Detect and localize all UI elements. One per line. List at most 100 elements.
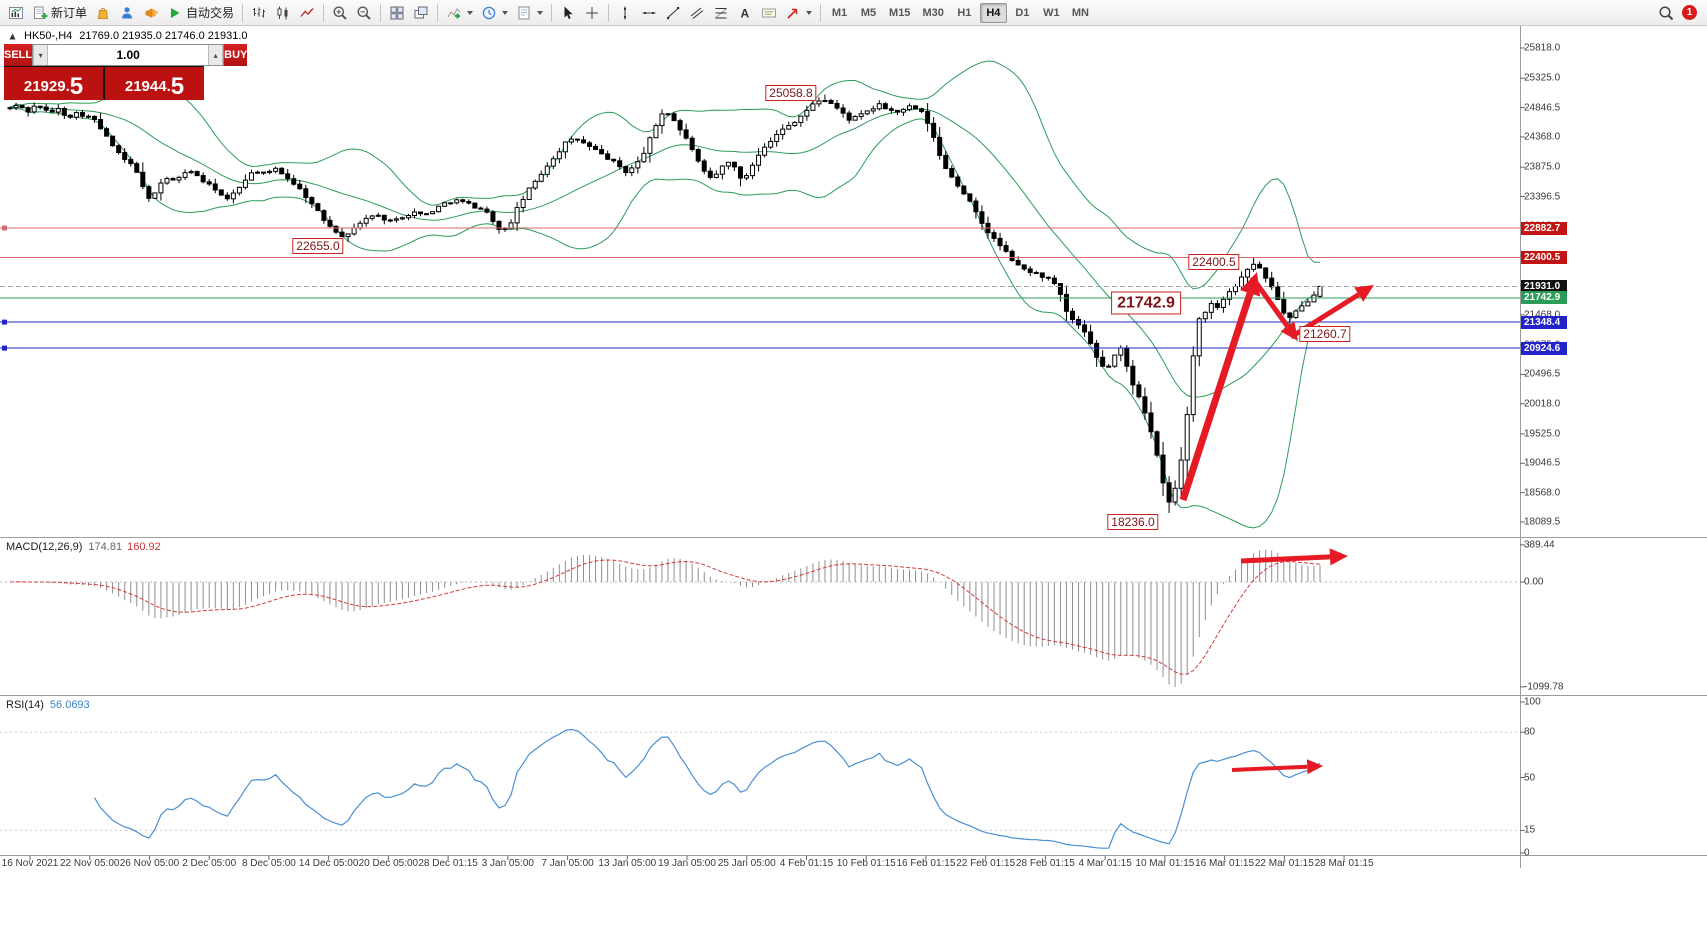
rsi-label: RSI(14) 56.0693 [6,699,90,711]
volume-decrease-button[interactable]: ▾ [33,45,49,65]
zoom-out-icon [356,5,372,21]
price-annotation[interactable]: 22655.0 [292,238,344,254]
toolbar-separator [551,3,553,22]
macd-value-main: 174.81 [88,541,123,553]
buy-price-display[interactable]: 21944. 5 [105,67,204,100]
indicators-button[interactable] [442,2,477,24]
dropdown-arrow-icon [806,10,813,15]
new-order-button[interactable]: 新订单 [28,2,91,24]
price-chart-area [7,60,1323,529]
candles-icon [275,5,291,21]
trend-arrow[interactable] [1240,548,1348,566]
price-axis-label: 24368.0 [1524,131,1561,143]
zoom-out-button[interactable] [352,2,376,24]
timeframe-m5-button[interactable]: M5 [860,6,877,19]
timeframe-m1-button[interactable]: M1 [831,6,848,19]
toolbar-separator [820,3,822,22]
market-button[interactable] [91,2,115,24]
indicators-icon [446,5,462,21]
arrow-objects-button[interactable] [781,2,816,24]
chart-icon [8,5,24,21]
price-annotation[interactable]: 22400.5 [1188,254,1240,270]
new-order-label: 新订单 [51,6,88,20]
chart-title: HK50-,H4 21769.0 21935.0 21746.0 21931.0 [8,30,248,42]
macd-label: MACD(12,26,9) 174.81 160.92 [6,541,161,553]
trend-arrow[interactable] [1231,759,1323,775]
price-annotation[interactable]: 25058.8 [765,85,817,101]
time-axis-label: 28 Mar 01:15 [1314,858,1374,869]
toolbar-separator [608,3,610,22]
sell-price-frac: 5 [69,73,84,100]
equidistant-channel-button[interactable] [685,2,709,24]
price-annotation[interactable]: 18236.0 [1107,514,1159,530]
volume-increase-button[interactable]: ▴ [208,45,224,65]
tile-windows-button[interactable] [385,2,409,24]
toolbar-separator [242,3,244,22]
cursor-button[interactable] [556,2,580,24]
hline-handle[interactable] [2,319,7,325]
signals-button[interactable] [115,2,139,24]
macd-axis-label: 0.00 [1524,576,1544,588]
line-chart-button[interactable] [295,2,319,24]
line-icon [299,5,315,21]
macd-name: MACD(12,26,9) [6,541,83,553]
vertical-line-button[interactable] [613,2,637,24]
trend-icon [665,5,681,21]
periods-button[interactable] [477,2,512,24]
timeframe-h4-button[interactable]: H4 [979,2,1007,23]
horizontal-line-button[interactable] [637,2,661,24]
search-icon [1658,5,1674,21]
hline-handle[interactable] [2,225,7,231]
trade-panel-prices: 21929. 5 21944. 5 [4,67,204,100]
price-annotation[interactable]: 21260.7 [1299,326,1351,342]
cascade-icon [413,5,429,21]
time-axis-label: 16 Mar 01:15 [1195,858,1255,869]
time-axis-label: 7 Jan 05:00 [541,858,594,869]
bar-chart-button[interactable] [247,2,271,24]
timeframe-d1-button[interactable]: D1 [1015,6,1030,19]
timeframe-m15-button[interactable]: M15 [889,6,911,19]
hline-handle[interactable] [2,345,7,351]
text-label-button[interactable] [757,2,781,24]
price-tag-22882.7: 22882.7 [1521,221,1567,235]
rsi-value: 56.0693 [49,699,90,711]
rsi-axis-label: 80 [1524,726,1536,738]
chart-window-button[interactable] [4,2,28,24]
price-axis-label: 23875.0 [1524,161,1561,173]
timeframe-m30-button[interactable]: M30 [922,6,944,19]
templates-button[interactable] [512,2,547,24]
volume-input[interactable] [48,45,209,65]
buy-button[interactable]: BUY [224,44,248,66]
symbol-label: HK50-,H4 [24,30,73,42]
time-axis-label: 25 Jan 05:00 [717,858,776,869]
auto-trading-button[interactable]: 自动交易 [163,2,238,24]
time-axis-label: 4 Mar 01:15 [1078,858,1132,869]
clock-icon [481,5,497,21]
timeframe-w1-button[interactable]: W1 [1043,6,1060,19]
sell-price-display[interactable]: 21929. 5 [4,67,103,100]
time-axis-label: 2 Dec 05:00 [182,858,237,869]
channel-icon [689,5,705,21]
timeframe-mn-button[interactable]: MN [1071,6,1089,19]
search-button[interactable] [1654,2,1678,24]
candlestick-chart-button[interactable] [271,2,295,24]
crosshair-button[interactable] [580,2,604,24]
text-button[interactable]: A [733,2,757,24]
sell-button[interactable]: SELL [4,44,33,66]
toolbar-separator [380,3,382,22]
news-button[interactable] [139,2,163,24]
zoom-in-button[interactable] [328,2,352,24]
time-axis-label: 28 Dec 01:15 [418,858,478,869]
bollinger-middle-band [9,106,1321,398]
fibonacci-retracement-button[interactable] [709,2,733,24]
price-annotation[interactable]: 21742.9 [1111,291,1181,315]
rsi-axis-label: 15 [1524,824,1536,836]
price-axis-label: 20496.5 [1524,368,1561,380]
notification-badge[interactable]: 1 [1682,5,1697,20]
trendline-button[interactable] [661,2,685,24]
svg-text:A: A [741,6,750,20]
cascade-windows-button[interactable] [409,2,433,24]
time-axis-label: 10 Mar 01:15 [1135,858,1195,869]
timeframe-h1-button[interactable]: H1 [957,6,972,19]
